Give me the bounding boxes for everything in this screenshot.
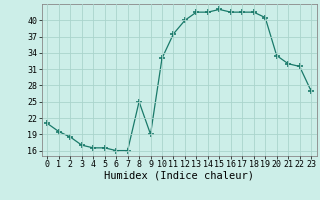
X-axis label: Humidex (Indice chaleur): Humidex (Indice chaleur) xyxy=(104,171,254,181)
